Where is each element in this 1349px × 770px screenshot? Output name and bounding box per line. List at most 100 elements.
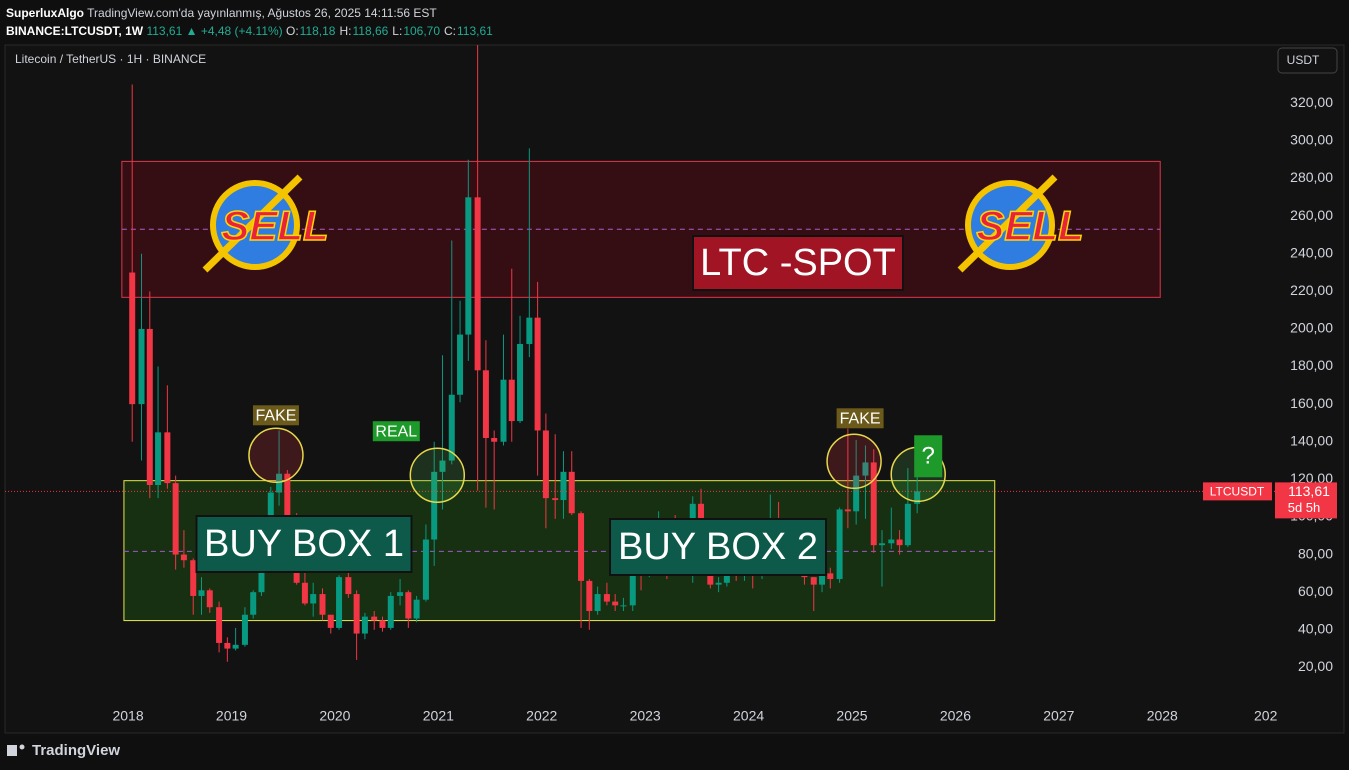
candle-body <box>500 379 507 442</box>
candle-body <box>345 577 352 595</box>
candle-body <box>853 475 860 512</box>
candle-body <box>552 498 559 501</box>
candle-body <box>560 471 567 501</box>
candle-body <box>327 614 334 628</box>
marker-label-bg <box>252 405 299 426</box>
logo-slash <box>957 174 1058 273</box>
marker-label: ? <box>922 443 935 470</box>
candle-body <box>413 599 420 619</box>
marker-label: FAKE <box>256 408 297 425</box>
candle-body <box>431 471 438 540</box>
y-tick-label: 180,00 <box>1290 357 1333 373</box>
candle-body <box>526 317 533 344</box>
x-tick-label: 2027 <box>1043 708 1074 724</box>
marker-label: REAL <box>375 423 417 440</box>
marker-label-bg <box>914 435 943 478</box>
candle-body <box>164 432 171 484</box>
published: TradingView.com'da yayınlanmış, Ağustos … <box>87 6 437 20</box>
candle-body <box>723 569 730 583</box>
x-tick-label: 2028 <box>1147 708 1178 724</box>
chart-bg <box>4 44 1345 734</box>
price-tag: LTCUSDT <box>1210 485 1265 499</box>
candle-body <box>138 328 145 405</box>
ohlc-value: 113,61 <box>457 24 493 38</box>
candle-body <box>258 565 265 593</box>
candle-body <box>250 592 257 615</box>
x-tick-label: 2021 <box>423 708 454 724</box>
candle-body <box>819 573 826 585</box>
candle-body <box>578 513 585 581</box>
candle-body <box>896 539 903 546</box>
candle-body <box>836 509 843 580</box>
candle-body <box>534 317 541 431</box>
ohlc: O:118,18 H:118,66 L:106,70 C:113,61 <box>286 24 497 38</box>
currency-button[interactable] <box>1277 47 1338 74</box>
candle-body <box>689 503 696 533</box>
candle-body <box>353 594 360 634</box>
x-tick-label: 2024 <box>733 708 764 724</box>
price-value: 113,61 <box>1288 483 1330 499</box>
price-tag-bg <box>1203 482 1272 501</box>
candle-body <box>190 560 197 596</box>
zone-label-bg <box>609 518 827 576</box>
candle-body <box>361 616 368 634</box>
candle-body <box>224 642 231 649</box>
candle-body <box>542 430 549 499</box>
candle-body <box>379 620 386 628</box>
marker-label-bg <box>372 421 420 442</box>
candle-body <box>206 590 213 608</box>
price-value-bg <box>1275 482 1337 519</box>
candle-body <box>387 595 394 628</box>
header: SuperluxAlgo TradingView.com'da yayınlan… <box>6 4 497 40</box>
y-tick-label: 80,00 <box>1298 545 1333 561</box>
y-tick-label: 20,00 <box>1298 658 1333 674</box>
candle-body <box>405 592 412 619</box>
x-tick-label: 2022 <box>526 708 557 724</box>
logo-text: SELL <box>221 202 328 249</box>
candle-body <box>180 554 187 561</box>
y-tick-label: 120,00 <box>1290 470 1333 486</box>
candle-body <box>301 582 308 604</box>
header-line: SuperluxAlgo TradingView.com'da yayınlan… <box>6 4 497 22</box>
ohlc-value: 118,66 <box>352 24 389 38</box>
y-tick-label: 240,00 <box>1290 244 1333 260</box>
candle-body <box>888 539 895 544</box>
x-tick-label: 2020 <box>319 708 350 724</box>
x-tick-label: 2023 <box>630 708 661 724</box>
candle-body <box>397 592 404 596</box>
candle-body <box>862 462 869 476</box>
y-tick-label: 60,00 <box>1298 583 1333 599</box>
candle-body <box>603 594 610 602</box>
brand-logo <box>19 744 25 750</box>
zone-label-bg <box>195 515 413 573</box>
y-tick-label: 140,00 <box>1290 432 1333 448</box>
zone-label: LTC -SPOT <box>700 242 896 284</box>
plot: LTC -SPOT BUY BOX 1 BUY BOX 2 SELL SELL FAKE R… <box>5 45 1275 662</box>
countdown: 5d 5h <box>1288 500 1321 515</box>
ohlc-value: 106,70 <box>403 24 441 38</box>
candle-body <box>310 594 317 604</box>
candle-body <box>612 601 619 606</box>
candle-body <box>474 197 481 371</box>
y-tick-label: 320,00 <box>1290 94 1333 110</box>
candle-body <box>914 491 921 504</box>
ohlc-value: 118,18 <box>299 24 336 38</box>
candle-body <box>810 577 817 585</box>
candle-body <box>319 594 326 615</box>
price-axis-bg <box>1275 46 1343 732</box>
candle-body <box>844 509 851 512</box>
x-tick-label: 2026 <box>940 708 971 724</box>
candle-body <box>827 573 834 580</box>
candle-body <box>276 473 283 493</box>
candle-body <box>336 577 343 628</box>
candle-body <box>146 328 153 485</box>
candle-body <box>232 644 239 649</box>
candle-body <box>241 614 248 645</box>
ohlc-label: H: <box>339 24 352 38</box>
candle-body <box>129 272 136 405</box>
y-tick-label: 220,00 <box>1290 282 1333 298</box>
change: ▲ +4,48 (+4.11%) <box>185 24 283 38</box>
candle-body <box>439 460 446 472</box>
